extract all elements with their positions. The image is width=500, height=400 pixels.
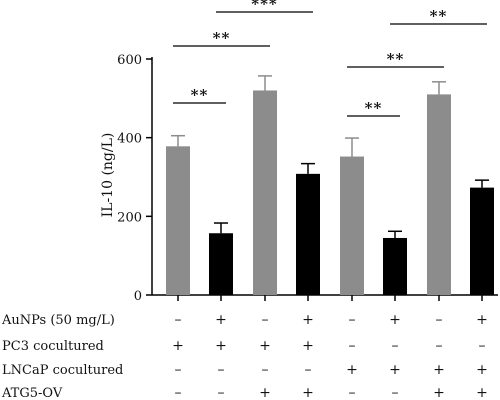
bar (209, 233, 233, 295)
condition-sign: + (215, 338, 227, 354)
condition-sign: – (262, 362, 269, 378)
bar (166, 146, 190, 295)
condition-sign: – (175, 312, 182, 328)
condition-sign: + (389, 362, 401, 378)
condition-sign: + (259, 385, 271, 400)
condition-sign: – (175, 385, 182, 400)
y-tick-label: 200 (117, 210, 142, 225)
condition-sign: – (349, 385, 356, 400)
condition-sign: + (389, 312, 401, 328)
y-tick-label: 600 (117, 53, 142, 68)
condition-sign: – (218, 385, 225, 400)
condition-sign: – (436, 338, 443, 354)
condition-row-label: LNCaP cocultured (2, 363, 123, 378)
condition-row-label: AuNPs (50 mg/L) (1, 313, 115, 328)
bar (296, 173, 320, 295)
condition-sign: + (259, 338, 271, 354)
condition-sign: + (476, 385, 488, 400)
significance-stars: ** (365, 99, 383, 117)
significance-stars: ** (213, 29, 231, 47)
condition-sign: + (346, 362, 358, 378)
condition-sign: + (215, 312, 227, 328)
condition-sign: + (476, 312, 488, 328)
bar (470, 187, 494, 295)
condition-row-label: ATG5-OV (1, 386, 63, 400)
condition-row-label: PC3 cocultured (2, 339, 104, 354)
condition-sign: + (433, 385, 445, 400)
condition-sign: – (479, 338, 486, 354)
condition-sign: + (476, 362, 488, 378)
significance-stars: ** (191, 86, 209, 104)
bar (427, 94, 451, 296)
condition-sign: – (175, 362, 182, 378)
condition-sign: – (218, 362, 225, 378)
y-tick-label: 0 (134, 289, 142, 304)
significance-stars: ** (430, 7, 448, 25)
condition-sign: – (436, 312, 443, 328)
condition-sign: – (392, 385, 399, 400)
condition-sign: – (349, 312, 356, 328)
condition-sign: – (349, 338, 356, 354)
significance-stars: *** (251, 0, 278, 13)
condition-sign: + (302, 385, 314, 400)
bar (253, 90, 277, 295)
condition-sign: – (392, 338, 399, 354)
condition-sign: + (172, 338, 184, 354)
y-axis-title: IL-10 (ng/L) (100, 133, 116, 218)
condition-sign: + (302, 338, 314, 354)
condition-sign: + (302, 312, 314, 328)
y-tick-label: 400 (117, 132, 142, 147)
condition-table: AuNPs (50 mg/L) – + – + – + – + PC3 cocultured + + +… (1, 312, 488, 400)
condition-sign: – (262, 312, 269, 328)
bar (340, 156, 364, 295)
bar (383, 237, 407, 295)
significance-stars: ** (387, 50, 405, 68)
condition-sign: + (433, 362, 445, 378)
significance-annotations: ************* (173, 0, 487, 117)
bars (166, 75, 494, 296)
condition-sign: – (305, 362, 312, 378)
